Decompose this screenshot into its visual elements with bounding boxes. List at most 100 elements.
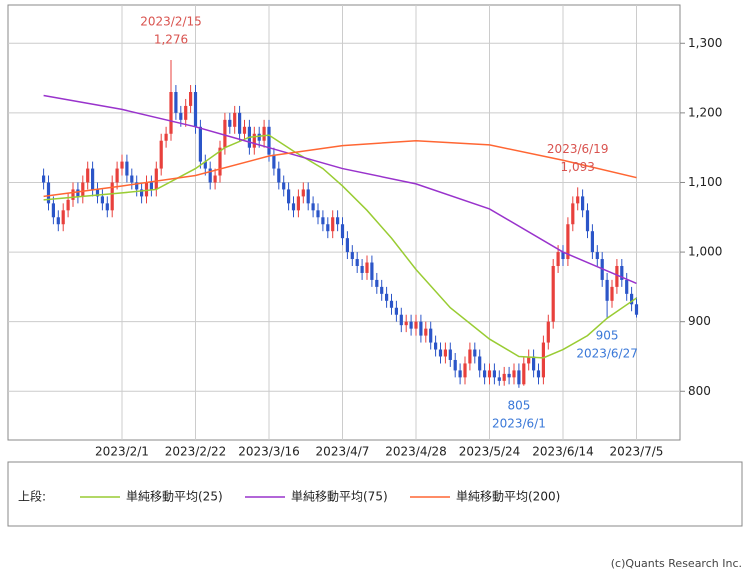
x-tick-label: 2023/7/5 <box>610 445 664 459</box>
annotation-date: 2023/6/27 <box>576 347 638 361</box>
candle-body <box>389 300 394 308</box>
candle-body <box>71 189 75 200</box>
x-tick-label: 2023/4/28 <box>385 445 447 459</box>
legend-prefix: 上段: <box>18 489 46 504</box>
annotation-value: 1,093 <box>561 160 595 174</box>
candle-body <box>336 217 340 225</box>
candle-body <box>223 119 227 148</box>
candle-body <box>272 154 276 169</box>
candle-body <box>277 168 281 183</box>
x-tick-label: 2023/2/1 <box>95 445 149 459</box>
candle-body <box>184 105 188 120</box>
y-tick-label: 800 <box>688 384 711 398</box>
candle-body <box>213 175 217 183</box>
candle-body <box>375 279 379 287</box>
candle-body <box>135 182 139 190</box>
x-tick-label: 2023/6/14 <box>532 445 594 459</box>
candle-body <box>42 175 46 183</box>
candle-body <box>105 203 109 211</box>
candle-body <box>585 210 590 232</box>
annotation-date: 2023/6/19 <box>547 142 609 156</box>
candle-body <box>630 293 634 305</box>
candle-body <box>154 168 158 190</box>
annotation-date: 2023/6/1 <box>492 416 546 430</box>
candle-body <box>443 349 447 357</box>
legend-box <box>7 461 743 527</box>
candle-body <box>198 126 202 162</box>
candle-body <box>581 196 585 211</box>
candle-body <box>125 161 129 176</box>
legend-label: 単純移動平均(75) <box>291 490 388 504</box>
copyright: (c)Quants Research Inc. <box>611 557 742 570</box>
candle-body <box>394 307 398 315</box>
candle-body <box>468 349 472 364</box>
candle-body <box>81 182 85 197</box>
candle-body <box>66 199 70 211</box>
candle-body <box>321 217 325 225</box>
candle-body <box>296 196 300 211</box>
candle-body <box>306 189 310 204</box>
candle-body <box>355 259 359 266</box>
y-tick-label: 1,000 <box>688 245 722 259</box>
candle-body <box>370 262 374 280</box>
candle-body <box>340 224 345 239</box>
x-tick-label: 2023/4/7 <box>316 445 370 459</box>
candle-body <box>448 349 452 360</box>
candle-body <box>424 328 428 336</box>
candle-body <box>100 196 104 204</box>
candle-body <box>492 370 496 378</box>
candle-body <box>233 112 237 127</box>
candle-body <box>507 373 511 378</box>
candle-body <box>532 356 536 371</box>
candle-body <box>429 328 433 343</box>
candle-body <box>438 349 443 357</box>
candle-body <box>360 266 364 273</box>
annotation-date: 2023/2/15 <box>140 14 202 28</box>
candle-body <box>91 168 95 190</box>
candle-body <box>169 92 173 134</box>
candle-body <box>218 147 222 176</box>
x-tick-label: 2023/2/22 <box>165 445 227 459</box>
candle-body <box>546 321 550 343</box>
candle-body <box>380 286 384 294</box>
candle-body <box>571 203 575 225</box>
x-tick-label: 2023/3/16 <box>238 445 300 459</box>
candle-body <box>634 304 639 315</box>
candle-body <box>463 363 467 378</box>
candle-body <box>76 189 80 197</box>
candle-body <box>120 161 124 169</box>
candle-body <box>551 266 555 322</box>
candle-body <box>257 133 261 141</box>
candle-body <box>576 196 580 204</box>
candle-body <box>316 210 320 218</box>
candle-body <box>242 126 247 134</box>
candle-body <box>590 231 594 253</box>
candle-body <box>409 321 413 329</box>
candle-body <box>86 168 90 183</box>
candle-body <box>61 210 65 225</box>
candle-body <box>144 182 149 197</box>
candle-body <box>522 363 526 385</box>
candle-body <box>365 262 369 273</box>
candle-body <box>512 370 516 378</box>
candle-body <box>95 189 100 197</box>
candle-body <box>453 359 457 371</box>
candle-body <box>478 356 482 371</box>
plot-frame <box>7 4 681 441</box>
candle-body <box>51 203 55 218</box>
legend-label: 単純移動平均(25) <box>126 490 223 504</box>
moving-average-line <box>43 139 637 198</box>
candle-body <box>238 112 242 134</box>
candle-body <box>56 217 60 225</box>
candle-body <box>350 252 354 260</box>
candle-body <box>203 161 207 169</box>
annotation-value: 805 <box>507 398 530 412</box>
candle-body <box>483 370 487 378</box>
candle-body <box>434 342 438 350</box>
candle-body <box>473 349 477 357</box>
candle-body <box>487 370 492 378</box>
candle-body <box>130 175 134 183</box>
candle-body <box>345 238 349 253</box>
candle-body <box>326 224 330 232</box>
